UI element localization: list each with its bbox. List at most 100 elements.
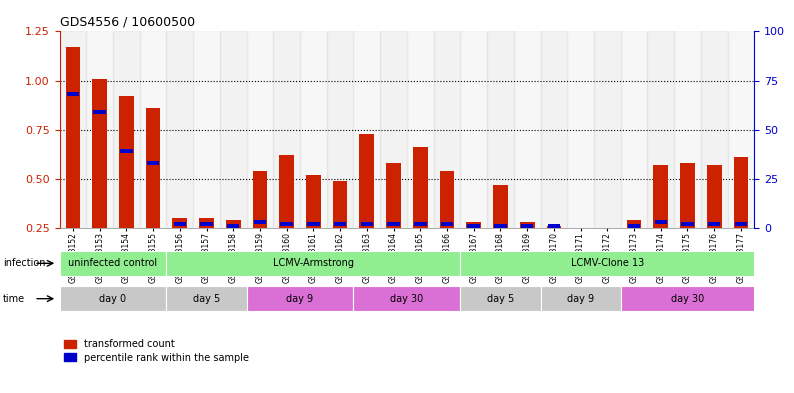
Bar [541,286,621,311]
Bar [701,31,727,228]
Bar [653,165,668,228]
Bar [380,31,407,228]
Bar [279,155,294,228]
Bar [327,31,353,228]
Legend: transformed count, percentile rank within the sample: transformed count, percentile rank withi… [64,339,249,363]
Bar [461,286,541,311]
Bar [573,228,588,250]
Bar [353,31,380,228]
Bar [514,31,541,228]
Bar [193,31,220,228]
Bar [626,220,642,228]
Text: time: time [3,294,25,304]
Bar [546,226,561,228]
Bar [360,222,373,226]
Bar [674,31,701,228]
Bar [468,224,480,228]
Bar [333,181,348,228]
Bar [461,31,487,228]
Bar [487,31,514,228]
Text: day 30: day 30 [391,294,423,304]
Bar [574,249,587,254]
Bar [167,286,247,311]
Bar [647,31,674,228]
Text: uninfected control: uninfected control [68,258,157,268]
Bar [734,157,748,228]
Bar [441,222,453,226]
Bar [247,31,273,228]
Bar [461,251,754,276]
Bar [172,218,187,228]
Bar [707,165,722,228]
Bar [353,286,461,311]
Bar [387,222,400,226]
Bar [200,222,213,226]
Bar [734,222,747,226]
Bar [67,92,79,97]
Bar [594,31,621,228]
Text: day 9: day 9 [287,294,314,304]
Bar [119,96,133,228]
Bar [225,220,241,228]
Bar [493,185,508,228]
Bar [174,222,186,226]
Bar [167,31,193,228]
Bar [600,228,615,242]
Bar [434,31,461,228]
Bar [92,79,107,228]
Bar [386,163,401,228]
Bar [681,222,694,226]
Text: day 30: day 30 [671,294,704,304]
Text: day 5: day 5 [193,294,220,304]
Bar [440,171,454,228]
Bar [227,224,240,228]
Text: GDS4556 / 10600500: GDS4556 / 10600500 [60,16,195,29]
Bar [494,224,507,228]
Bar [247,286,353,311]
Bar [146,108,160,228]
Text: infection: infection [3,258,46,268]
Bar [306,175,321,228]
Bar [727,31,754,228]
Bar [621,286,754,311]
Bar [87,31,113,228]
Bar [220,31,247,228]
Bar [708,222,720,226]
Bar [628,224,640,228]
Bar [147,161,160,165]
Bar [414,222,426,226]
Bar [120,149,133,154]
Bar [60,251,167,276]
Text: LCMV-Armstrong: LCMV-Armstrong [273,258,354,268]
Bar [199,218,214,228]
Bar [300,31,327,228]
Bar [654,220,667,224]
Bar [254,220,266,224]
Bar [360,134,374,228]
Bar [333,222,346,226]
Bar [273,31,300,228]
Bar [521,224,534,228]
Bar [601,249,614,254]
Bar [466,222,481,228]
Bar [113,31,140,228]
Bar [60,31,87,228]
Bar [407,31,434,228]
Bar [280,222,293,226]
Bar [307,222,320,226]
Bar [60,286,167,311]
Bar [567,31,594,228]
Bar [66,47,80,228]
Bar [541,31,567,228]
Text: day 5: day 5 [487,294,514,304]
Bar [520,222,534,228]
Text: day 0: day 0 [99,294,126,304]
Bar [621,31,647,228]
Bar [167,251,461,276]
Bar [252,171,268,228]
Bar [413,147,428,228]
Bar [140,31,167,228]
Bar [94,110,106,114]
Text: day 9: day 9 [567,294,594,304]
Text: LCMV-Clone 13: LCMV-Clone 13 [571,258,644,268]
